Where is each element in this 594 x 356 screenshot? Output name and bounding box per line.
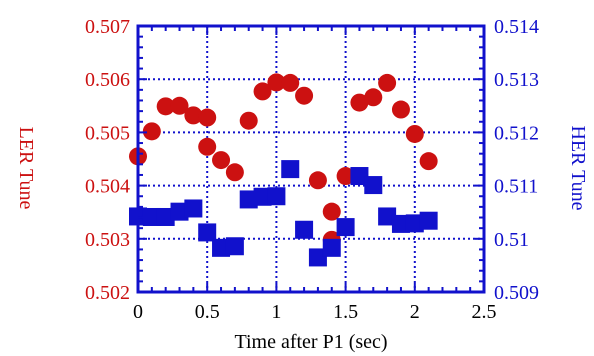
right-tick-label: 0.51 — [494, 229, 529, 251]
ler-data-point — [322, 202, 341, 221]
ler-series — [129, 73, 438, 249]
her-data-point — [364, 176, 383, 195]
left-tick-label: 0.504 — [85, 176, 130, 198]
her-data-point — [405, 214, 424, 233]
her-data-point — [419, 211, 438, 230]
right-tick-label: 0.514 — [494, 16, 539, 38]
her-data-point — [322, 238, 341, 257]
ler-data-point — [142, 122, 161, 141]
her-data-point — [336, 218, 355, 237]
left-axis-title: LER Tune — [15, 127, 37, 210]
ler-data-point — [391, 100, 410, 119]
ler-data-point — [405, 124, 424, 143]
left-tick-label: 0.506 — [85, 69, 130, 91]
her-data-point — [378, 207, 397, 226]
ler-data-point — [295, 86, 314, 105]
ler-data-point — [212, 151, 231, 170]
her-data-point — [391, 214, 410, 233]
ler-data-point — [239, 111, 258, 130]
x-tick-label: 2.5 — [472, 301, 497, 323]
ler-data-point — [281, 73, 300, 92]
plot-frame — [136, 24, 486, 294]
x-axis-title: Time after P1 (sec) — [234, 331, 387, 353]
right-tick-label: 0.513 — [494, 69, 539, 91]
her-data-point — [281, 160, 300, 179]
x-axis-tick-labels: 0 0.5 1 1.5 2 2.5 — [133, 301, 497, 323]
her-data-point — [184, 199, 203, 218]
her-data-point — [295, 220, 314, 239]
x-tick-label: 0.5 — [195, 301, 220, 323]
her-data-point — [350, 167, 369, 186]
x-tick-label: 0 — [133, 301, 143, 323]
plot-border — [136, 24, 486, 294]
left-tick-label: 0.505 — [85, 122, 130, 144]
her-data-point — [267, 187, 286, 206]
ler-data-point — [253, 82, 272, 101]
her-data-point — [308, 248, 327, 267]
right-axis-tick-labels: 0.509 0.51 0.511 0.512 0.513 0.514 — [494, 16, 539, 304]
x-tick-label: 1 — [271, 301, 281, 323]
her-data-point — [212, 238, 231, 257]
ler-data-point — [364, 88, 383, 107]
her-data-point — [225, 237, 244, 256]
ler-data-point — [198, 108, 217, 127]
ler-data-point — [419, 152, 438, 171]
right-tick-label: 0.509 — [494, 282, 539, 304]
her-data-point — [156, 207, 175, 226]
ler-data-point — [350, 93, 369, 112]
left-tick-label: 0.502 — [85, 282, 130, 304]
ler-data-point — [336, 167, 355, 186]
x-tick-label: 1.5 — [333, 301, 358, 323]
left-axis-tick-labels: 0.502 0.503 0.504 0.505 0.506 0.507 — [85, 16, 130, 304]
ler-data-point — [198, 137, 217, 156]
left-tick-label: 0.507 — [85, 16, 130, 38]
ler-data-point — [225, 163, 244, 182]
ler-data-point — [308, 171, 327, 190]
her-data-point — [170, 202, 189, 221]
her-series — [129, 160, 438, 267]
ler-data-point — [156, 97, 175, 116]
ler-data-point — [184, 106, 203, 125]
her-data-point — [198, 223, 217, 242]
ler-data-point — [170, 96, 189, 115]
ler-data-point — [378, 73, 397, 92]
ler-data-point — [267, 73, 286, 92]
her-data-point — [253, 187, 272, 206]
right-tick-label: 0.511 — [494, 176, 538, 198]
x-tick-label: 2 — [410, 301, 420, 323]
left-tick-label: 0.503 — [85, 229, 130, 251]
her-data-point — [142, 207, 161, 226]
grid-lines — [138, 26, 484, 292]
right-tick-label: 0.512 — [494, 122, 539, 144]
her-data-point — [239, 190, 258, 209]
right-axis-title: HER Tune — [567, 125, 589, 210]
